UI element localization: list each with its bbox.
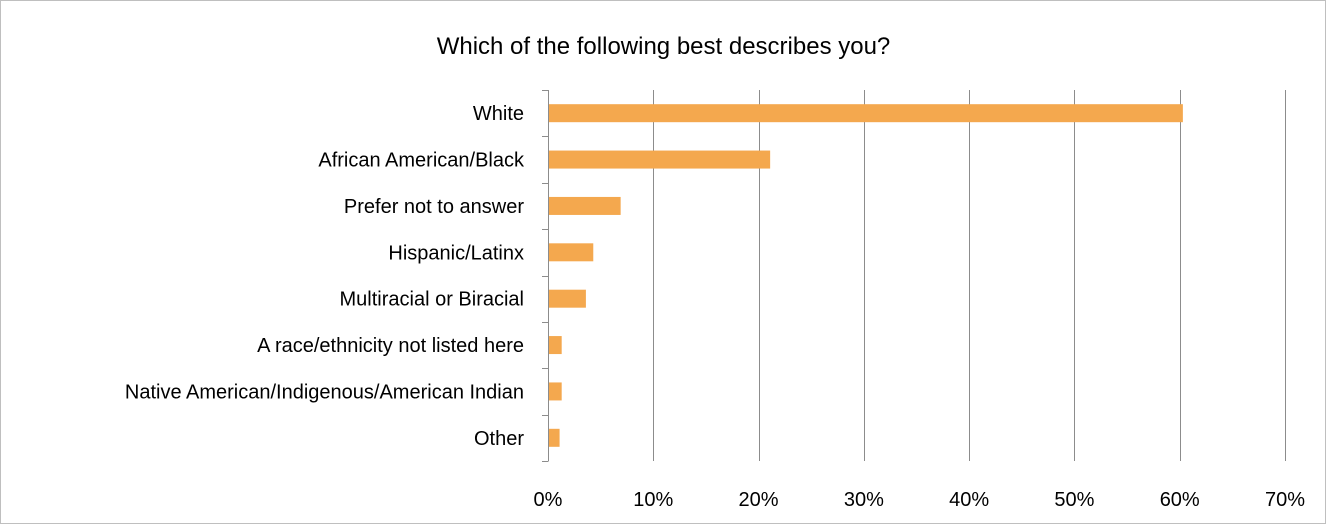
category-label: White [473,103,524,125]
bar [548,150,771,169]
x-tick-label: 0% [534,489,563,511]
chart-title: Which of the following best describes yo… [436,33,891,60]
category-label: Hispanic/Latinx [388,242,524,264]
category-label: Native American/Indigenous/American Indi… [125,381,524,403]
bar [548,382,562,401]
x-tick-label: 10% [633,489,673,511]
x-tick-label: 20% [739,489,779,511]
bar [548,196,621,215]
bar [548,289,586,308]
category-label: A race/ethnicity not listed here [257,335,524,357]
x-tick-label: 70% [1265,489,1305,511]
x-tick-label: 60% [1160,489,1200,511]
x-tick-label: 40% [949,489,989,511]
bar [548,336,562,355]
bar [548,104,1183,123]
bar [548,428,560,447]
category-label: African American/Black [318,150,525,172]
x-tick-label: 50% [1054,489,1094,511]
category-label: Prefer not to answer [344,196,524,218]
bar [548,243,594,262]
category-label: Other [474,428,524,450]
category-label: Multiracial or Biracial [340,289,525,311]
x-tick-label: 30% [844,489,884,511]
